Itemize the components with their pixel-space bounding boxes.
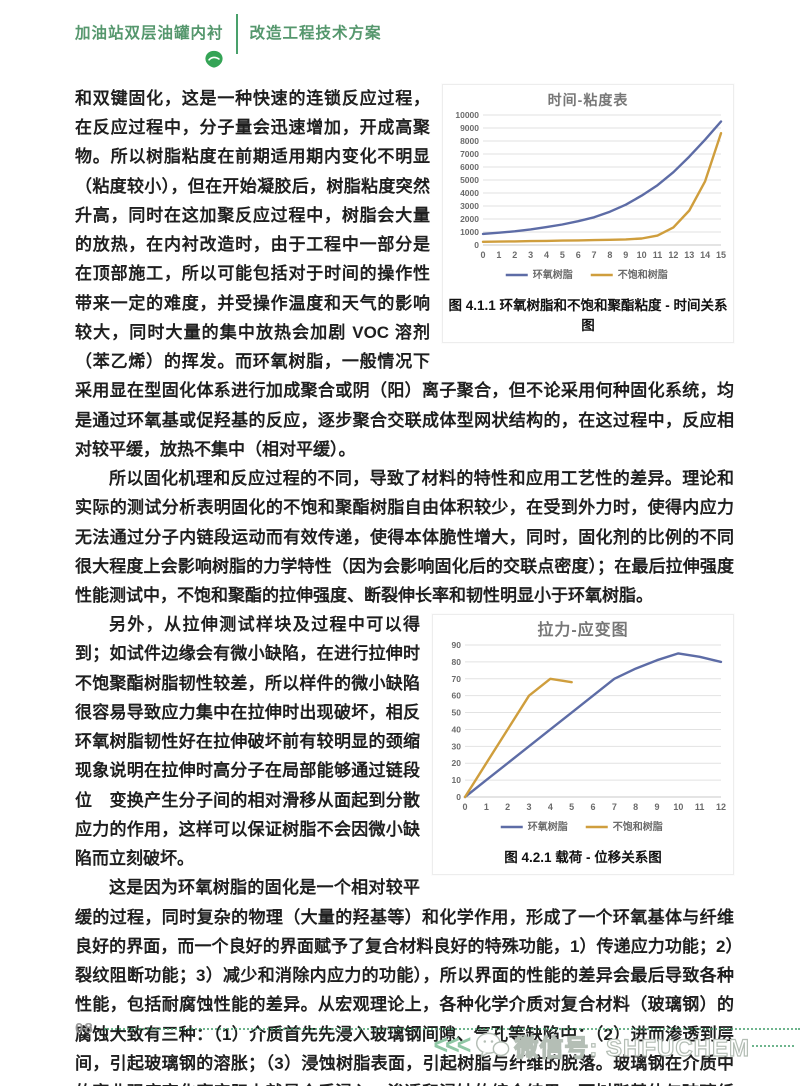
article-body: 0 1000 2000 3000 4000 5000 6000 7000 8000 9000 100… — [75, 84, 734, 1086]
svg-text:10: 10 — [673, 802, 683, 812]
svg-text:1000: 1000 — [460, 227, 479, 237]
svg-text:环氧树脂: 环氧树脂 — [528, 820, 568, 833]
svg-text:6: 6 — [576, 250, 581, 260]
svg-text:不饱和树脂: 不饱和树脂 — [613, 820, 663, 833]
leaf-heart-icon — [205, 50, 223, 68]
svg-text:30: 30 — [452, 742, 462, 752]
svg-text:5: 5 — [560, 250, 565, 260]
svg-text:8000: 8000 — [460, 136, 479, 146]
svg-text:7000: 7000 — [460, 149, 479, 159]
svg-text:3: 3 — [528, 250, 533, 260]
svg-text:8: 8 — [633, 802, 638, 812]
footer-dotted-divider — [103, 1027, 800, 1030]
svg-text:环氧树脂: 环氧树脂 — [533, 268, 573, 281]
wechat-banner: <<< 微信号: SHFUCHEM — [434, 1028, 794, 1063]
svg-text:9000: 9000 — [460, 123, 479, 133]
paragraph-1: 和双键固化，这是一种快速的连锁反应过程，在反应过程中，分子量会迅速增加，开成高聚… — [75, 89, 734, 459]
svg-text:6000: 6000 — [460, 162, 479, 172]
svg-text:2: 2 — [505, 802, 510, 812]
page-header: 加油站双层油罐内衬 改造工程技术方案 — [0, 0, 800, 68]
svg-text:0: 0 — [462, 802, 467, 812]
svg-text:10: 10 — [452, 775, 462, 785]
svg-text:4: 4 — [548, 802, 553, 812]
svg-text:1: 1 — [496, 250, 501, 260]
svg-text:4: 4 — [544, 250, 549, 260]
paragraph-4: 这是因为环氧树脂的固化是一个相对较平缓的过程，同时复杂的物理（大量的羟基等）和化… — [75, 878, 734, 1086]
svg-text:40: 40 — [452, 725, 462, 735]
svg-text:时间-粘度表: 时间-粘度表 — [548, 92, 629, 108]
svg-text:0: 0 — [474, 240, 479, 250]
svg-text:6: 6 — [590, 802, 595, 812]
svg-text:12: 12 — [668, 250, 678, 260]
svg-text:5: 5 — [569, 802, 574, 812]
svg-text:20: 20 — [452, 758, 462, 768]
wechat-icon — [476, 1032, 510, 1058]
svg-text:14: 14 — [700, 250, 710, 260]
svg-text:10: 10 — [637, 250, 647, 260]
svg-text:11: 11 — [653, 250, 663, 260]
svg-text:70: 70 — [452, 674, 462, 684]
svg-text:不饱和树脂: 不饱和树脂 — [618, 268, 668, 281]
header-title-right: 改造工程技术方案 — [249, 25, 382, 42]
svg-text:12: 12 — [716, 802, 726, 812]
svg-text:13: 13 — [684, 250, 694, 260]
svg-text:4000: 4000 — [460, 188, 479, 198]
svg-text:拉力-应变图: 拉力-应变图 — [537, 620, 628, 639]
header-divider — [235, 14, 238, 54]
svg-text:2: 2 — [512, 250, 517, 260]
svg-text:11: 11 — [695, 802, 705, 812]
svg-text:60: 60 — [452, 691, 462, 701]
page-footer: 08 <<< 微信号: SHFUCHEM — [0, 1014, 800, 1063]
svg-text:1: 1 — [484, 802, 489, 812]
svg-text:0: 0 — [480, 250, 485, 260]
wechat-id-label: 微信号: SHFUCHEM — [514, 1034, 750, 1062]
header-title-left: 加油站双层油罐内衬 — [75, 25, 224, 42]
figure-caption-4-2-1: 图 4.2.1 载荷 - 位移关系图 — [504, 850, 662, 866]
svg-text:0: 0 — [456, 792, 461, 802]
svg-text:3: 3 — [526, 802, 531, 812]
svg-text:9: 9 — [623, 250, 628, 260]
paragraph-2: 所以固化机理和反应过程的不同，导致了材料的特性和应用工艺性的差异。理论和实际的测… — [75, 469, 734, 605]
svg-text:9: 9 — [654, 802, 659, 812]
page-number: 08 — [75, 1020, 94, 1037]
svg-text:7: 7 — [612, 802, 617, 812]
svg-text:10000: 10000 — [455, 110, 479, 120]
paragraph-3: 另外，从拉伸测试样块及过程中可以得到；如试件边缘会有微小缺陷，在进行拉伸时不饱聚… — [75, 615, 420, 869]
svg-text:50: 50 — [452, 708, 462, 718]
svg-text:90: 90 — [452, 640, 462, 650]
figure-load-displacement-chart: 0 10 20 30 40 50 60 70 80 90 0 1 2 3 4 5 6 7 8 9 10 11 12 拉力-应变… — [432, 614, 734, 875]
svg-text:5000: 5000 — [460, 175, 479, 185]
svg-text:7: 7 — [592, 250, 597, 260]
figure-caption-4-1-1: 图 4.1.1 环氧树脂和不饱和聚酯粘度 - 时间关系图 — [448, 298, 728, 334]
svg-text:2000: 2000 — [460, 214, 479, 224]
svg-text:3000: 3000 — [460, 201, 479, 211]
svg-text:15: 15 — [716, 250, 726, 260]
svg-text:80: 80 — [452, 657, 462, 667]
footer-dotted-tail — [752, 1044, 794, 1047]
svg-text:8: 8 — [607, 250, 612, 260]
viscosity-time-line-chart: 0100020003000400050006000700080009000100… — [455, 92, 726, 281]
chevrons-decor: <<< — [433, 1029, 472, 1061]
figure-viscosity-time-chart: 0 1000 2000 3000 4000 5000 6000 7000 8000 9000 100… — [442, 84, 734, 343]
